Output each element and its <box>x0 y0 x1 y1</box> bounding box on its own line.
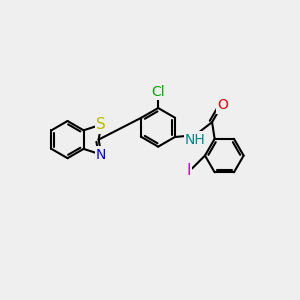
Text: O: O <box>218 98 228 112</box>
Text: S: S <box>96 117 106 132</box>
Text: Cl: Cl <box>152 85 165 99</box>
Text: NH: NH <box>185 133 206 147</box>
Text: I: I <box>186 163 190 178</box>
Text: N: N <box>96 148 106 162</box>
